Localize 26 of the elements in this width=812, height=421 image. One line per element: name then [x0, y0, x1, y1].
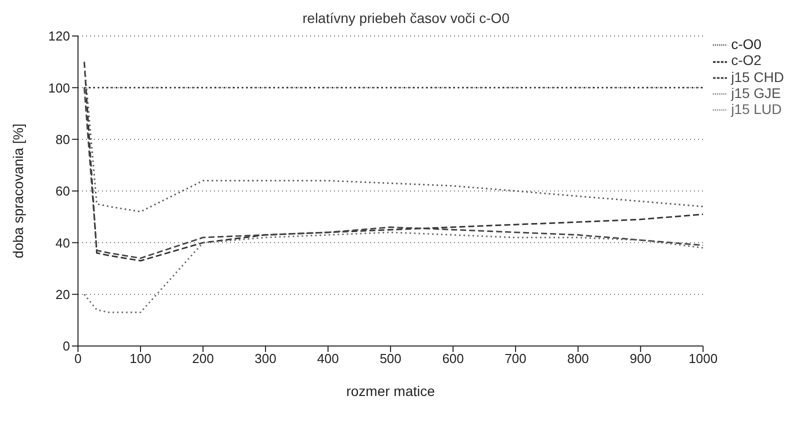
y-tick-label: 0: [62, 338, 70, 354]
y-tick-label: 100: [48, 80, 70, 96]
x-tick-label: 900: [630, 351, 652, 366]
legend-label: c-O0: [731, 36, 762, 52]
y-axis-title: doba spracovania [%]: [10, 124, 26, 258]
y-tick-label: 60: [56, 184, 70, 199]
x-tick-label: 700: [504, 351, 526, 366]
x-tick-label: 600: [442, 351, 464, 366]
chart-title: relatívny priebeh časov voči c-O0: [302, 10, 510, 26]
x-tick-label: 0: [74, 351, 82, 366]
legend-label: c-O2: [731, 52, 762, 68]
x-tick-label: 500: [380, 351, 402, 366]
x-tick-label: 1000: [688, 351, 718, 366]
x-tick-label: 400: [317, 351, 339, 366]
x-tick-label: 100: [130, 351, 152, 366]
legend-label: j15 CHD: [731, 68, 784, 85]
x-axis-title: rozmer matice: [346, 383, 436, 399]
x-tick-label: 200: [192, 351, 214, 366]
legend-label: j15 LUD: [731, 101, 782, 118]
legend-label: j15 GJE: [731, 84, 781, 101]
y-tick-label: 120: [48, 28, 70, 44]
x-tick-label: 300: [254, 351, 276, 366]
y-tick-label: 20: [56, 286, 70, 302]
y-tick-label: 40: [56, 235, 70, 250]
x-tick-label: 800: [567, 351, 589, 366]
y-tick-label: 80: [56, 132, 70, 147]
